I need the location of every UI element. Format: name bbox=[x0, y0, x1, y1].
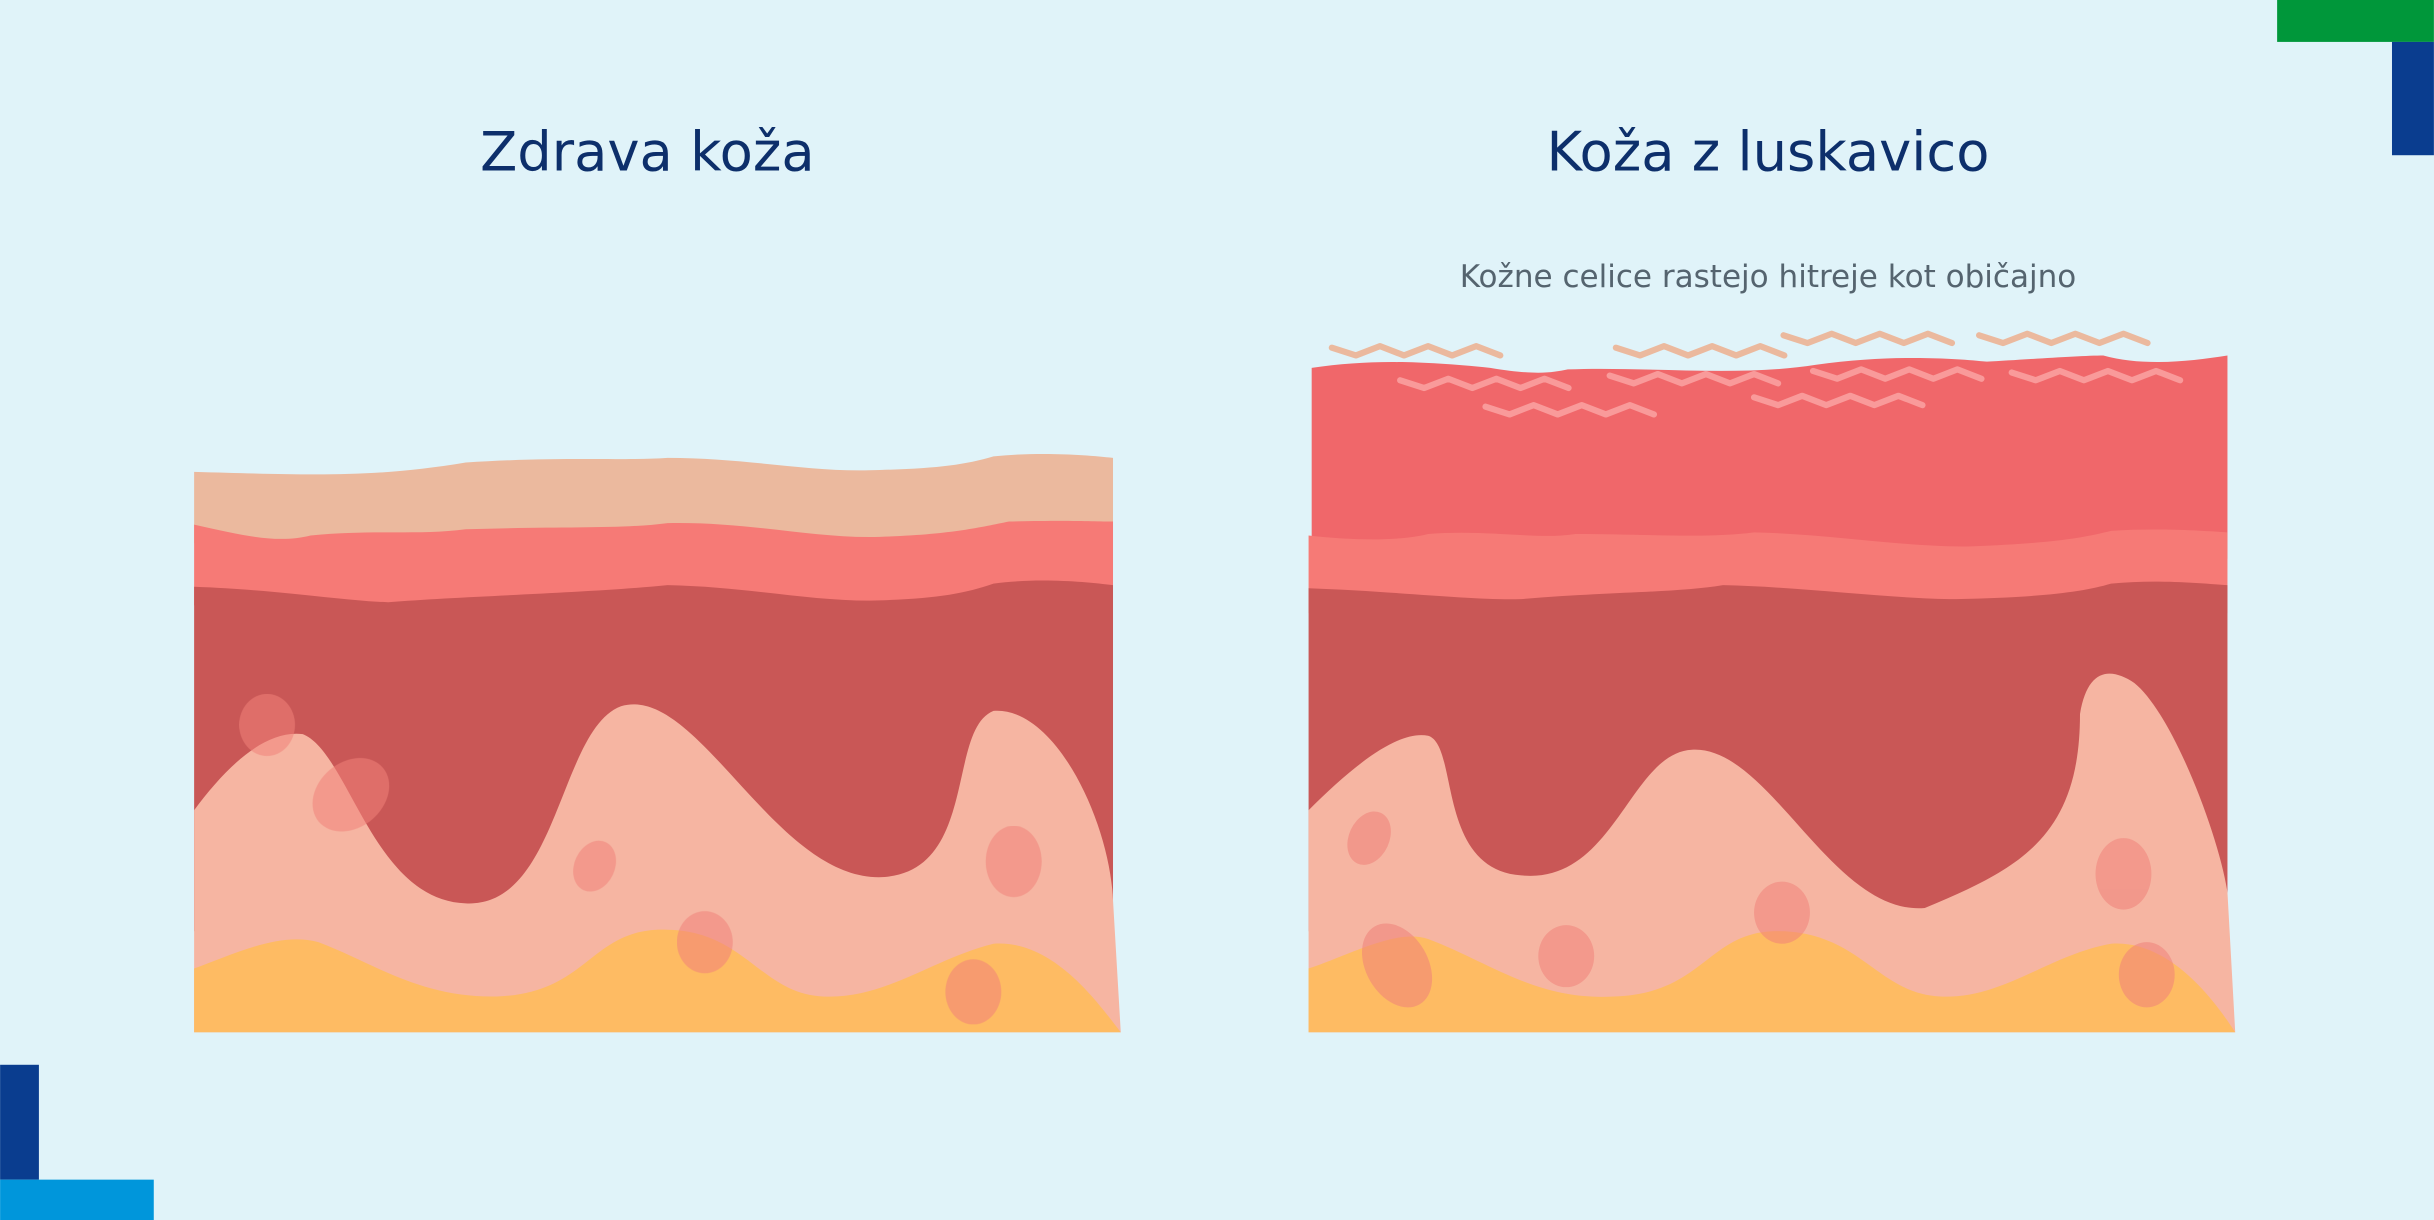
cell bbox=[1538, 925, 1595, 988]
deep-dermis-layer bbox=[1308, 673, 2236, 1033]
corner-decoration-green bbox=[2277, 0, 2434, 42]
scale-flake bbox=[1750, 392, 1926, 409]
scale-flake bbox=[1976, 330, 2151, 347]
scale-flake bbox=[1606, 370, 1782, 387]
cell bbox=[1754, 881, 1810, 944]
fat-layer bbox=[1308, 931, 2236, 1033]
cell bbox=[239, 693, 296, 756]
corner-decoration-blue-light bbox=[0, 1179, 154, 1220]
left-title: Zdrava koža bbox=[480, 121, 815, 184]
scale-flake bbox=[1482, 402, 1658, 418]
corner-decoration-blue bbox=[2391, 41, 2434, 156]
healthy-skin-illustration bbox=[194, 453, 1121, 1033]
cell bbox=[985, 825, 1042, 898]
psoriasis-skin-illustration bbox=[1308, 330, 2236, 1033]
scale-flake bbox=[1809, 366, 1985, 382]
deep-dermis-layer bbox=[194, 704, 1121, 1033]
cells bbox=[1347, 811, 2175, 1008]
skin-scales bbox=[1328, 330, 2184, 418]
corner-decoration-blue-dark bbox=[0, 1064, 39, 1180]
scale-flake bbox=[2008, 367, 2184, 384]
cell bbox=[1361, 923, 1433, 1008]
right-title: Koža z luskavico bbox=[1547, 121, 1990, 184]
dermis-layer bbox=[1308, 581, 2228, 932]
plaque-layer bbox=[1311, 355, 2228, 559]
scale-flake bbox=[1397, 375, 1572, 392]
scale-flake bbox=[1780, 330, 1956, 347]
cell bbox=[1347, 811, 1391, 865]
right-subtitle: Kožne celice rastejo hitreje kot običajn… bbox=[1460, 259, 2077, 295]
cell bbox=[573, 840, 617, 892]
epidermis-layer bbox=[194, 520, 1114, 606]
cell bbox=[945, 959, 1002, 1025]
fat-layer bbox=[194, 929, 1121, 1033]
epidermis-layer bbox=[1308, 529, 2228, 614]
cell bbox=[312, 757, 390, 832]
scale-flake bbox=[1612, 343, 1788, 359]
cell bbox=[2118, 942, 2175, 1008]
outer-layer bbox=[194, 453, 1114, 544]
cell bbox=[2095, 838, 2152, 910]
scale-flake bbox=[1328, 343, 1504, 359]
cell bbox=[676, 911, 733, 974]
cells bbox=[239, 693, 1042, 1025]
